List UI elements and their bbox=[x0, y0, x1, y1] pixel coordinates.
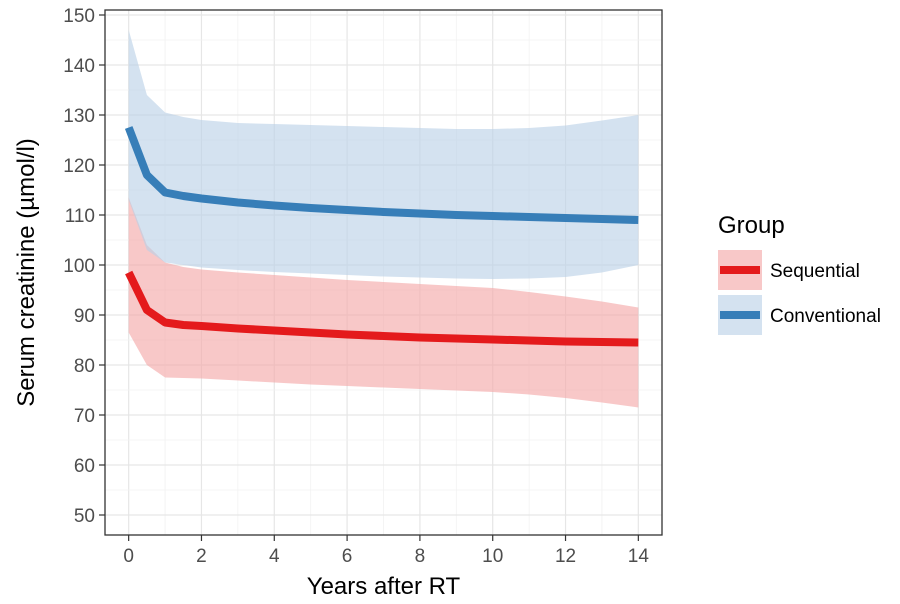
x-tick-label: 8 bbox=[415, 546, 426, 567]
x-tick-label: 10 bbox=[482, 546, 503, 567]
y-tick-label: 80 bbox=[74, 356, 95, 377]
confidence-band-sequential bbox=[128, 197, 639, 408]
series-line-conventional bbox=[124, 126, 639, 224]
y-tick-label: 130 bbox=[63, 106, 95, 127]
y-tick-label: 60 bbox=[74, 456, 95, 477]
y-tick-label: 70 bbox=[74, 406, 95, 427]
x-tick-label: 0 bbox=[123, 546, 134, 567]
plot-panel-border bbox=[104, 9, 663, 536]
x-tick-label: 4 bbox=[269, 546, 280, 567]
series-lines bbox=[124, 126, 639, 347]
x-tick-label: 2 bbox=[196, 546, 207, 567]
y-tick-label: 100 bbox=[63, 256, 95, 277]
x-tick-label: 14 bbox=[628, 546, 650, 567]
y-tick-label: 50 bbox=[74, 506, 95, 527]
series-line-sequential bbox=[125, 270, 639, 347]
x-tick-label: 6 bbox=[342, 546, 353, 567]
x-axis-title: Years after RT bbox=[307, 573, 461, 600]
axes: 0 2 4 6 8 10 12 14 50 60 70 80 90 100 110 120 130 140 150 bbox=[63, 6, 649, 567]
legend: Group Sequential Conventional bbox=[718, 212, 881, 335]
y-tick-label: 120 bbox=[63, 156, 95, 177]
y-axis-title: Serum creatinine (µmol/l) bbox=[13, 138, 40, 407]
legend-label-conventional: Conventional bbox=[770, 306, 881, 327]
y-tick-label: 150 bbox=[63, 6, 95, 27]
x-tick-label: 12 bbox=[555, 546, 576, 567]
y-tick-label: 90 bbox=[74, 306, 95, 327]
legend-label-sequential: Sequential bbox=[770, 261, 860, 282]
y-tick-label: 110 bbox=[65, 206, 95, 227]
legend-title: Group bbox=[718, 212, 785, 239]
y-tick-label: 140 bbox=[63, 56, 95, 77]
